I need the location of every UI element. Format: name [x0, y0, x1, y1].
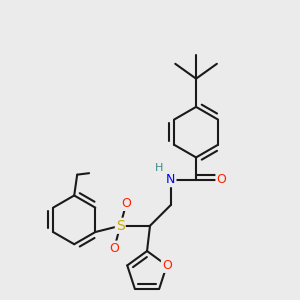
- Text: O: O: [216, 173, 226, 186]
- Text: O: O: [110, 242, 119, 255]
- Text: O: O: [162, 259, 172, 272]
- Text: O: O: [121, 197, 131, 210]
- Text: S: S: [116, 219, 125, 233]
- Text: H: H: [155, 163, 163, 173]
- Text: N: N: [166, 173, 176, 186]
